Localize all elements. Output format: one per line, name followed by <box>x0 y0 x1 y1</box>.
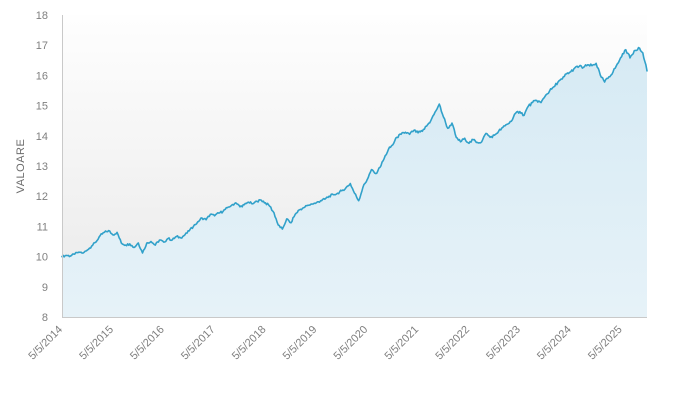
x-tick-label: 5/5/2021 <box>382 324 421 363</box>
y-tick-label: 9 <box>42 282 48 294</box>
x-tick-label: 5/5/2014 <box>26 324 65 363</box>
y-tick-label: 15 <box>36 101 48 113</box>
y-tick-label: 13 <box>36 161 48 173</box>
y-axis-title: VALOARE <box>15 139 27 194</box>
x-tick-label: 5/5/2023 <box>484 324 523 363</box>
value-line <box>61 46 648 258</box>
y-tick-label: 10 <box>36 252 48 264</box>
y-tick-label: 11 <box>37 221 48 233</box>
y-tick-label: 18 <box>36 10 48 22</box>
y-tick-label: 16 <box>36 70 48 82</box>
x-tick-label: 5/5/2022 <box>433 324 472 363</box>
x-tick-label: 5/5/2016 <box>128 324 167 363</box>
x-tick-label: 5/5/2024 <box>535 324 574 363</box>
x-tick-label: 5/5/2018 <box>230 324 269 363</box>
y-tick-label: 8 <box>42 312 48 324</box>
x-tick-label: 5/5/2020 <box>332 324 371 363</box>
y-axis-tick-labels: 18 17 16 15 14 13 12 11 10 9 8 <box>36 10 48 324</box>
x-axis-tick-labels: 5/5/2014 5/5/2015 5/5/2016 5/5/2017 5/5/2018… <box>26 324 624 363</box>
y-tick-label: 14 <box>36 131 48 143</box>
x-tick-label: 5/5/2017 <box>179 324 218 363</box>
x-tick-label: 5/5/2019 <box>281 324 320 363</box>
y-tick-label: 17 <box>36 40 48 52</box>
x-tick-label: 5/5/2015 <box>77 324 116 363</box>
x-tick-label: 5/5/2025 <box>586 324 625 363</box>
y-tick-label: 12 <box>36 191 48 203</box>
value-area-fill <box>62 47 647 317</box>
